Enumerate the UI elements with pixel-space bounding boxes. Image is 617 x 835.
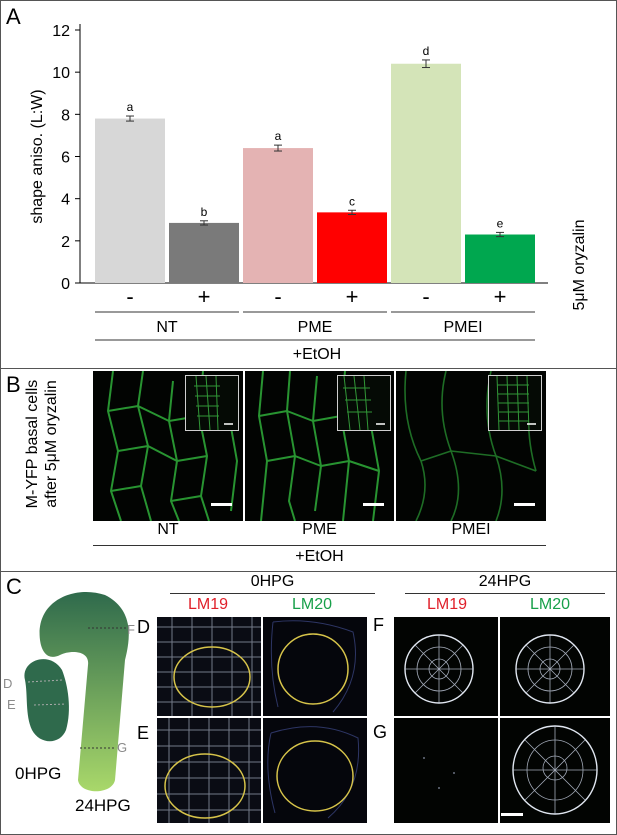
panel-g-label: G: [373, 722, 388, 742]
section-e-lm20: [263, 718, 367, 823]
y-tick-label: 6: [61, 150, 70, 167]
group-label: PME: [298, 319, 333, 336]
group-24hpg-line: [405, 593, 605, 594]
micrograph-pmei: [396, 371, 546, 521]
category-label: -: [274, 284, 281, 309]
y-axis-label: shape aniso. (L:W): [29, 89, 46, 223]
y-tick-label: 12: [52, 23, 70, 40]
section-f-lm20: [500, 617, 610, 716]
inset-pmei: [488, 375, 542, 431]
bar: [243, 148, 313, 283]
panel-b-condition-line: [93, 545, 546, 546]
group-24hpg: 24HPG: [478, 573, 532, 590]
bar: [317, 212, 387, 283]
significance-letter: e: [497, 216, 504, 230]
panel-a-label: A: [6, 4, 21, 29]
y-tick-label: 0: [61, 276, 70, 293]
y-tick-label: 4: [61, 192, 70, 209]
category-label: +: [346, 284, 359, 309]
condition-label: +EtOH: [293, 346, 341, 363]
scale-bar-pme: [363, 503, 384, 506]
inset-nt: [185, 375, 239, 431]
bar: [391, 63, 461, 283]
panel-e-label: E: [137, 723, 150, 743]
category-label: +: [198, 284, 211, 309]
group-0hpg-line: [170, 593, 375, 594]
panel-f-label: F: [373, 615, 384, 635]
scale-bar-nt: [211, 503, 232, 506]
bar: [465, 234, 535, 283]
marker-d: D: [3, 676, 13, 691]
group-label: PMEI: [443, 319, 482, 336]
section-g-lm20: [500, 718, 610, 823]
y-tick-label: 2: [61, 234, 70, 251]
scale-bar-section: [501, 813, 523, 816]
section-g-lm19: [394, 718, 498, 823]
panel-b-label-pmei: PMEI: [451, 521, 491, 538]
category-label: +: [494, 284, 507, 309]
panel-b-ylabel-line1: M-YFP basal cells: [24, 379, 41, 509]
treatment-label: 5μM oryzalin: [571, 219, 588, 310]
section-e-lm19: [157, 718, 261, 823]
panel-c-label: C: [6, 574, 22, 599]
significance-letter: d: [423, 44, 430, 58]
cell-outlines-pme: [257, 371, 381, 521]
section-d-lm19: [157, 617, 261, 716]
bar-chart: 0 2 4 6 8 10 12 shape aniso. (L:W) a - b + a - c + d - e + N…: [29, 23, 588, 363]
section-f-lm19: [394, 617, 498, 716]
antibody-lm20-left: LM20: [291, 596, 333, 613]
significance-letter: b: [201, 205, 208, 219]
stage-0hpg: 0HPG: [15, 764, 62, 783]
group-0hpg: 0HPG: [250, 573, 295, 590]
inset-pme: [337, 375, 391, 431]
panel-b-condition: +EtOH: [295, 548, 344, 565]
micrograph-pme: [245, 371, 394, 521]
micrograph-nt: [93, 371, 243, 521]
group-label: NT: [156, 319, 178, 336]
significance-letter: a: [275, 129, 282, 143]
y-tick-label: 10: [52, 65, 70, 82]
panel-b-label: B: [6, 372, 21, 397]
category-label: -: [126, 284, 133, 309]
panel-d-label: D: [137, 617, 150, 637]
antibody-lm19-right: LM19: [426, 596, 468, 613]
significance-letter: c: [349, 194, 355, 208]
y-tick-label: 8: [61, 107, 70, 124]
marker-f: F: [127, 622, 135, 637]
section-d-lm20: [263, 617, 367, 716]
panel-b-label-pme: PME: [302, 521, 337, 538]
panel-b-label-nt: NT: [157, 521, 179, 538]
marker-e: E: [7, 697, 16, 712]
category-label: -: [422, 284, 429, 309]
bar: [95, 118, 165, 283]
antibody-lm19-left: LM19: [187, 596, 229, 613]
panel-b-ylabel-line2: after 5μM oryzalin: [43, 380, 60, 508]
marker-g: G: [117, 740, 128, 755]
pollen-tube-diagram: [24, 592, 129, 792]
scale-bar-pmei: [514, 503, 535, 506]
stage-24hpg: 24HPG: [75, 796, 131, 815]
significance-letter: a: [127, 100, 134, 114]
antibody-lm20-right: LM20: [529, 596, 571, 613]
bar: [169, 222, 239, 283]
